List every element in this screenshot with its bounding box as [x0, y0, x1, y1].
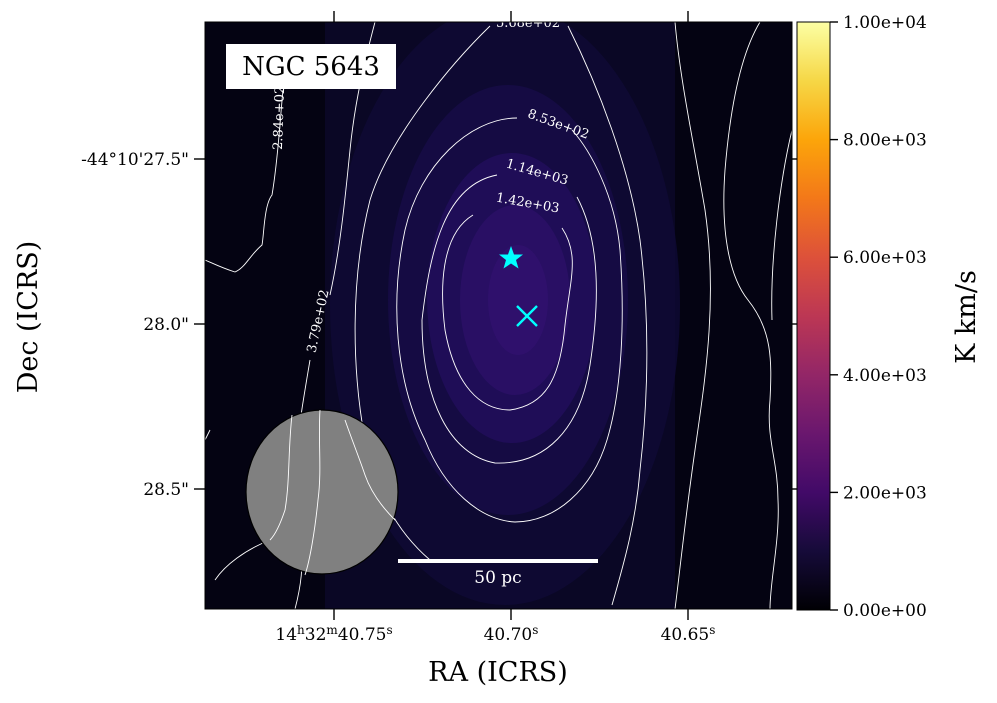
beam-ellipse: [245, 409, 399, 575]
y-tick-label-2: 28.5": [143, 480, 189, 500]
colorbar: 0.00e+00 2.00e+03 4.00e+03 6.00e+03 8.00…: [796, 13, 982, 621]
colorbar-tick-0: 0.00e+00: [843, 601, 927, 621]
colorbar-tick-3: 6.00e+03: [843, 248, 927, 268]
map-panel: 5.68e+02 8.53e+02 1.14e+03 1.42e+03 2.84…: [204, 16, 793, 610]
colorbar-tick-1: 2.00e+03: [843, 483, 927, 503]
colorbar-tick-4: 8.00e+03: [843, 131, 927, 151]
target-label: NGC 5643: [242, 52, 380, 82]
contour-8.53e+02: [396, 117, 623, 523]
contour-2.84e+02-right: [723, 22, 779, 609]
x-axis: [333, 11, 689, 620]
contour-5.68e+02-right: [567, 25, 648, 606]
y-axis-title: Dec (ICRS): [13, 241, 44, 394]
contour-label-284: 2.84e+02: [271, 86, 288, 151]
map-frame: [204, 21, 793, 610]
x-marker: [516, 305, 538, 327]
colorbar-label: K km/s: [951, 270, 982, 364]
colorbar-gradient: [796, 21, 831, 611]
contour-1.14e+03: [421, 174, 597, 464]
colorbar-tick-5: 1.00e+04: [843, 13, 927, 33]
contour-1.42e+03: [442, 214, 573, 411]
emission-peak: [488, 245, 548, 355]
scale-bar-label: 50 pc: [474, 568, 521, 588]
x-tick-label-0: 14h32m40.75s: [275, 623, 392, 645]
colorbar-tick-2: 4.00e+03: [843, 366, 927, 386]
contour-3.79e+02-right: [674, 22, 711, 609]
target-label-box: [226, 44, 396, 89]
x-tick-label-2: 40.65s: [661, 623, 716, 645]
contour-outer-right: [771, 129, 792, 321]
x-axis-title: RA (ICRS): [428, 657, 568, 688]
y-tick-label-1: 28.0": [143, 315, 189, 335]
colorbar-ticks: [830, 21, 838, 611]
y-tick-label-0: -44°10'27.5": [81, 150, 189, 170]
beam-contour-overlay: [269, 409, 396, 576]
contour-label-568: 5.68e+02: [496, 16, 560, 31]
x-tick-label-1: 40.70s: [484, 623, 539, 645]
emission-map: [325, 22, 680, 609]
star-marker: [499, 246, 523, 269]
